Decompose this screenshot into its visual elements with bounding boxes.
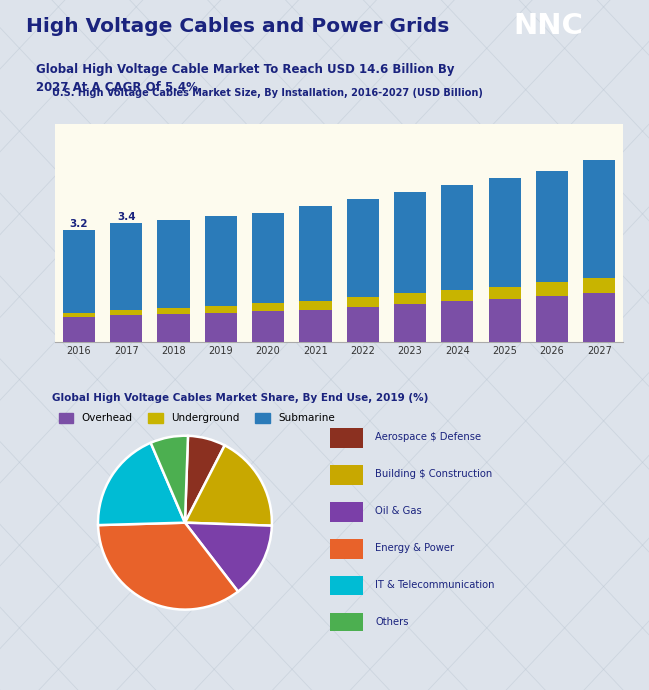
Bar: [63, 230, 95, 313]
Bar: [441, 290, 474, 302]
Bar: [204, 306, 237, 313]
Bar: [441, 302, 474, 342]
Bar: [330, 576, 363, 595]
Wedge shape: [151, 435, 188, 523]
Bar: [252, 213, 284, 303]
Text: Energy & Power: Energy & Power: [375, 542, 454, 553]
Bar: [583, 278, 615, 293]
Text: U.S. High Voltage Cables Market Size, By Installation, 2016-2027 (USD Billion): U.S. High Voltage Cables Market Size, By…: [52, 88, 483, 98]
Bar: [347, 307, 379, 342]
Bar: [204, 313, 237, 342]
Bar: [330, 428, 363, 448]
Bar: [583, 293, 615, 342]
Bar: [489, 299, 520, 342]
Bar: [536, 282, 568, 296]
Text: 3.2: 3.2: [69, 219, 88, 228]
Text: Global High Voltage Cable Market To Reach USD 14.6 Billion By
2027 At A CAGR Of : Global High Voltage Cable Market To Reac…: [36, 63, 454, 95]
Bar: [299, 310, 332, 342]
Bar: [204, 216, 237, 306]
Bar: [63, 313, 95, 317]
Bar: [330, 539, 363, 558]
Bar: [299, 301, 332, 310]
Bar: [157, 308, 190, 315]
Bar: [394, 304, 426, 342]
Text: Oil & Gas: Oil & Gas: [375, 506, 422, 515]
Text: Others: Others: [375, 617, 409, 627]
Text: 3.4: 3.4: [117, 212, 136, 221]
Bar: [252, 311, 284, 342]
Bar: [299, 206, 332, 301]
Bar: [252, 303, 284, 311]
Text: High Voltage Cables and Power Grids: High Voltage Cables and Power Grids: [26, 17, 449, 37]
Text: Aerospace $ Defense: Aerospace $ Defense: [375, 432, 482, 442]
Bar: [110, 315, 142, 342]
Bar: [583, 160, 615, 278]
Bar: [394, 192, 426, 293]
Bar: [157, 219, 190, 308]
Text: Building $ Construction: Building $ Construction: [375, 469, 493, 479]
Wedge shape: [185, 445, 272, 526]
Bar: [536, 296, 568, 342]
Bar: [489, 286, 520, 299]
Bar: [157, 315, 190, 342]
Bar: [330, 465, 363, 484]
Legend: Overhead, Underground, Submarine: Overhead, Underground, Submarine: [55, 409, 339, 428]
Wedge shape: [185, 523, 272, 591]
Bar: [536, 171, 568, 282]
Wedge shape: [98, 443, 185, 525]
Text: NNC: NNC: [513, 12, 583, 39]
Wedge shape: [185, 436, 225, 523]
Bar: [330, 502, 363, 522]
Wedge shape: [98, 523, 238, 609]
Bar: [110, 223, 142, 310]
Bar: [489, 178, 520, 286]
Text: Global High Voltage Cables Market Share, By End Use, 2019 (%): Global High Voltage Cables Market Share,…: [52, 393, 428, 403]
Bar: [347, 199, 379, 297]
Bar: [330, 613, 363, 633]
Text: IT & Telecommunication: IT & Telecommunication: [375, 580, 495, 590]
Bar: [347, 297, 379, 307]
Bar: [110, 310, 142, 315]
Bar: [63, 317, 95, 342]
Bar: [441, 185, 474, 290]
Bar: [394, 293, 426, 304]
